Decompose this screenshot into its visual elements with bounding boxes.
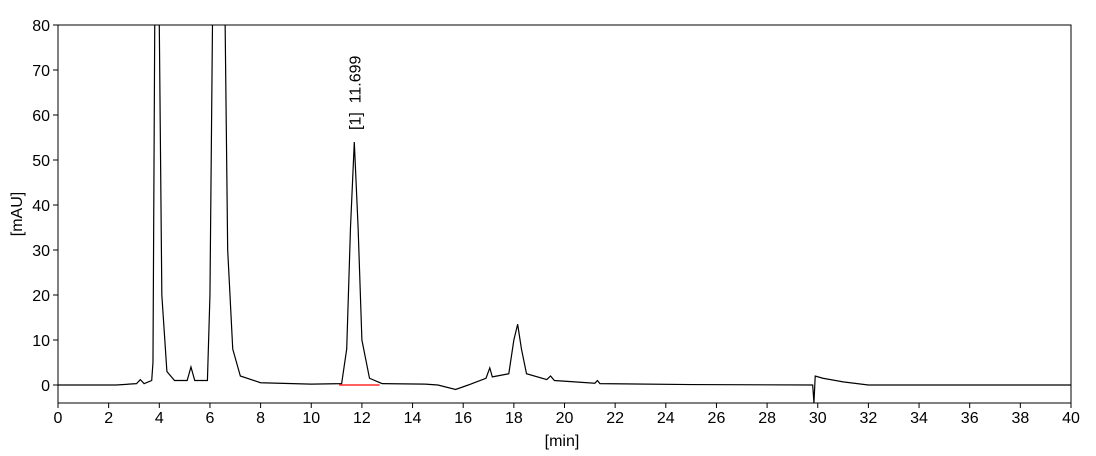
x-tick-label: 10 [302, 410, 320, 427]
x-tick-label: 18 [505, 410, 523, 427]
x-tick-label: 14 [404, 410, 422, 427]
x-tick-label: 26 [708, 410, 726, 427]
x-tick-label: 0 [54, 410, 63, 427]
x-tick-label: 2 [104, 410, 113, 427]
y-axis-label: [mAU] [9, 192, 26, 236]
x-tick-label: 36 [961, 410, 979, 427]
plot-area [58, 25, 1071, 403]
x-tick-label: 20 [556, 410, 574, 427]
y-tick-label: 0 [41, 378, 50, 395]
x-tick-label: 38 [1011, 410, 1029, 427]
x-tick-label: 40 [1062, 410, 1080, 427]
plot-frame [57, 24, 1072, 404]
x-tick-label: 6 [205, 410, 214, 427]
x-tick-label: 34 [910, 410, 928, 427]
x-tick-label: 8 [256, 410, 265, 427]
x-tick-label: 22 [606, 410, 624, 427]
x-tick-label: 30 [809, 410, 827, 427]
y-tick-label: 40 [32, 198, 50, 215]
x-tick-label: 16 [454, 410, 472, 427]
x-tick-label: 12 [353, 410, 371, 427]
x-tick-label: 24 [657, 410, 675, 427]
x-tick-label: 4 [155, 410, 164, 427]
peak-annotation: [1] 11.699 [347, 55, 364, 130]
y-tick-label: 30 [32, 243, 50, 260]
y-tick-label: 60 [32, 108, 50, 125]
y-tick-label: 80 [32, 18, 50, 35]
x-tick-label: 28 [758, 410, 776, 427]
y-tick-label: 70 [32, 63, 50, 80]
y-tick-label: 10 [32, 333, 50, 350]
x-axis-label: [min] [545, 433, 580, 450]
y-tick-label: 50 [32, 153, 50, 170]
trace-line [58, 25, 1071, 403]
x-tick-label: 32 [860, 410, 878, 427]
y-tick-label: 20 [32, 288, 50, 305]
